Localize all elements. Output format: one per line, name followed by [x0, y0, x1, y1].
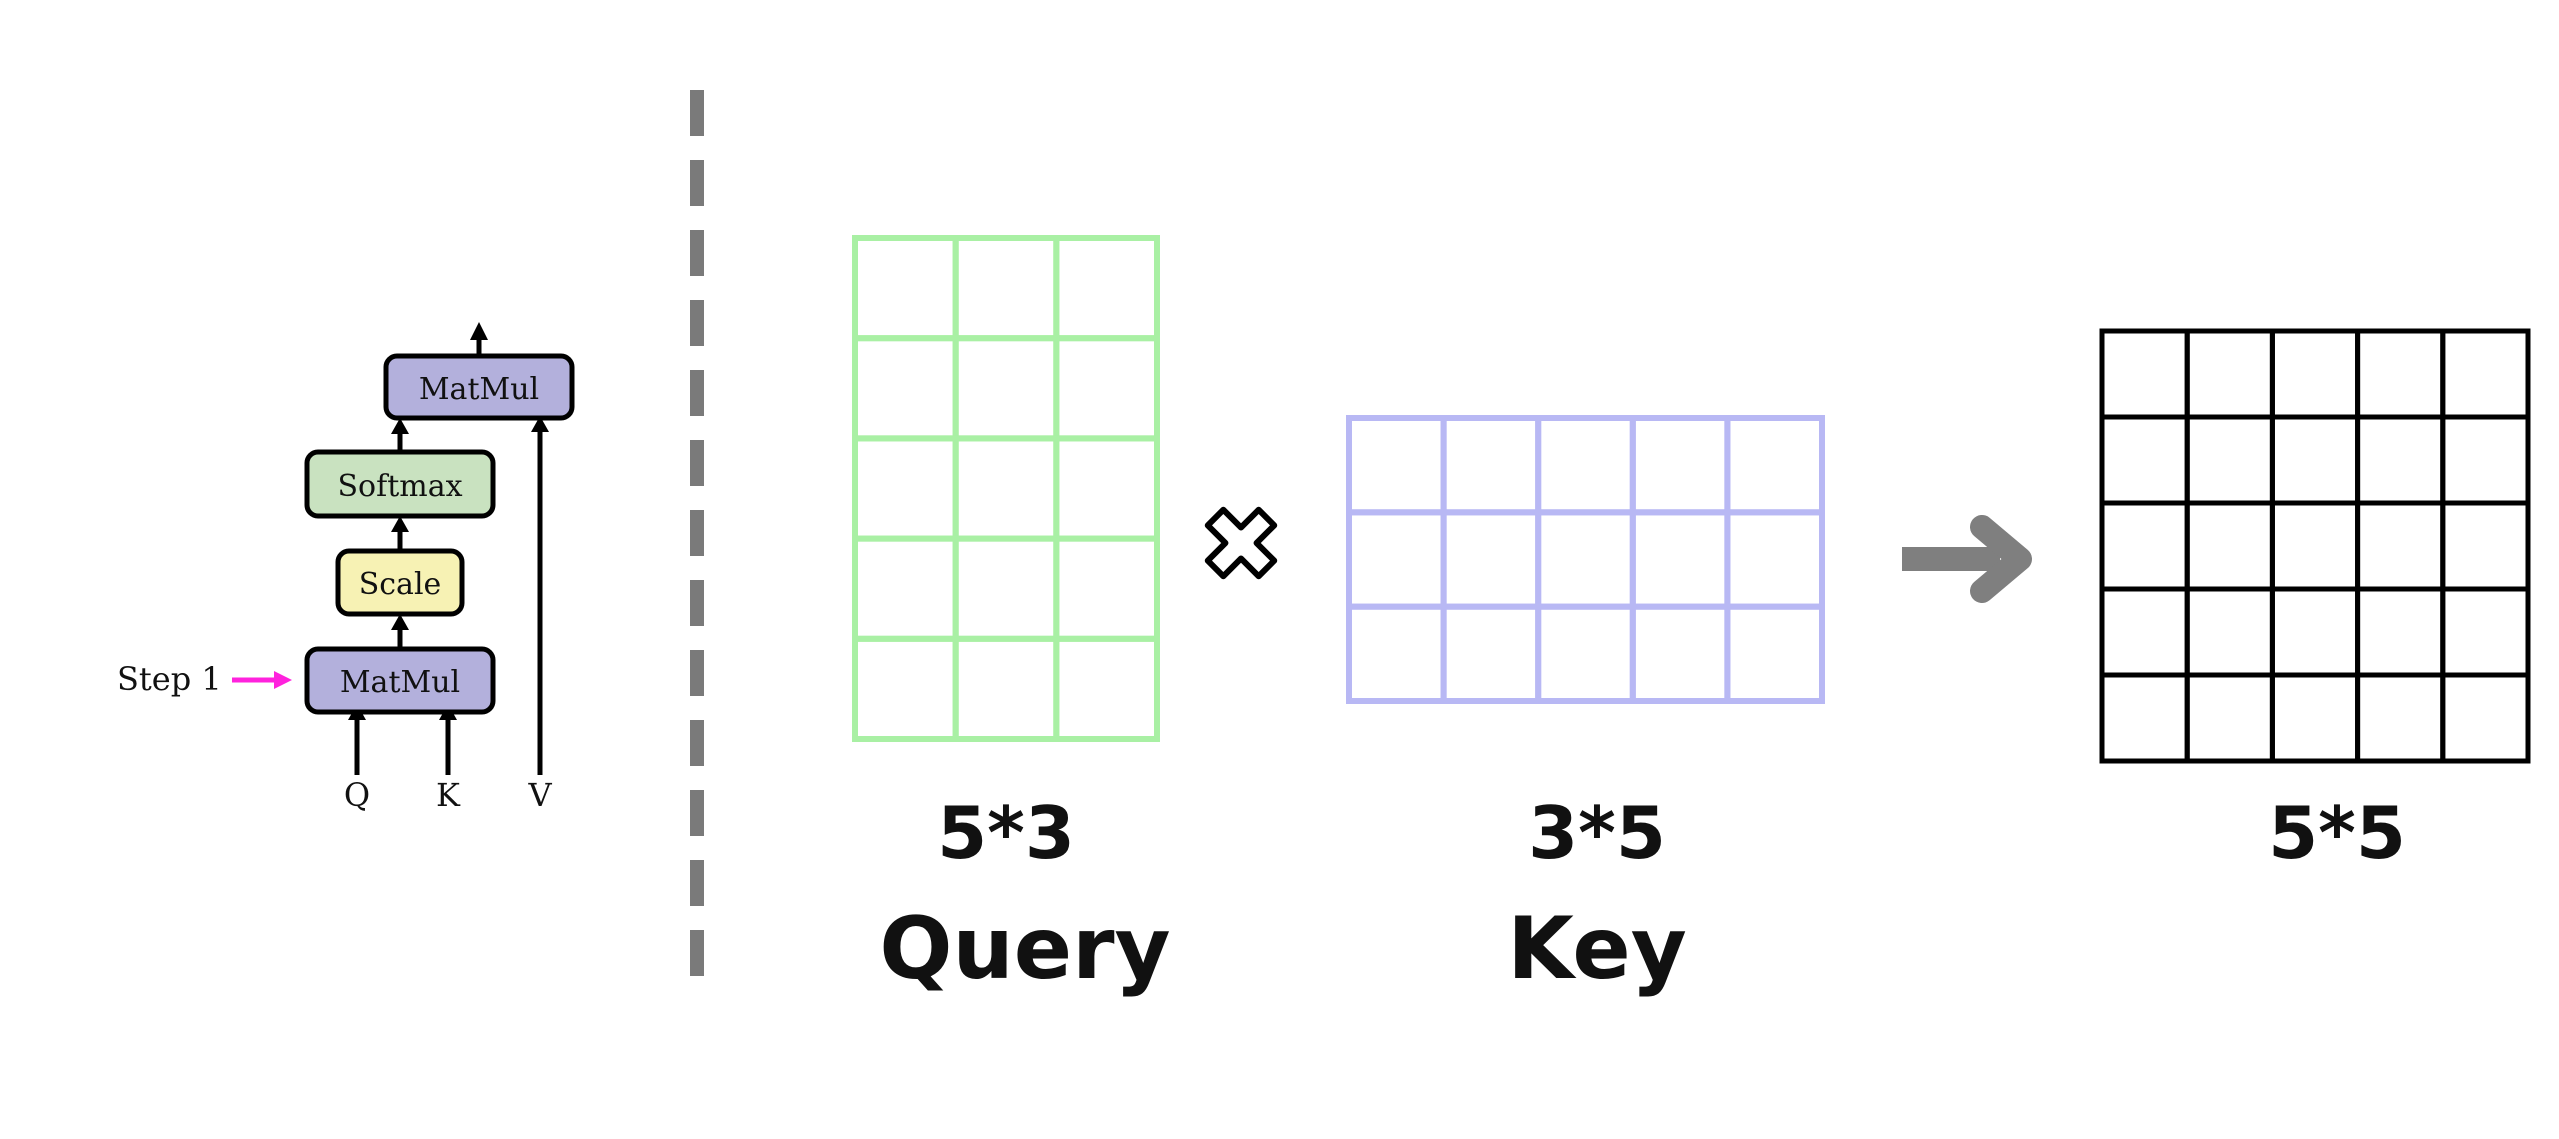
matrix-cell	[1629, 603, 1731, 705]
arrow-right-icon	[1902, 515, 2032, 603]
matrix-cell	[1535, 509, 1636, 610]
matrix-cell	[2184, 672, 2275, 764]
v-arrowhead	[531, 416, 549, 432]
key-matrix	[1346, 415, 1826, 705]
query-name-label: Query	[879, 899, 1170, 999]
matrix-cell	[852, 335, 959, 442]
matrix-cell	[2269, 500, 2361, 592]
multiply-icon	[1204, 506, 1278, 580]
matrix-cell	[1053, 435, 1161, 542]
softmax-label: Softmax	[337, 469, 462, 504]
query-dims-label: 5*3	[937, 791, 1075, 875]
matrix-cell	[2355, 586, 2446, 678]
matrix-cell	[1724, 415, 1826, 516]
matrix-cell	[2269, 414, 2361, 506]
matrix-cell	[1053, 635, 1161, 742]
matrix-cell	[952, 635, 1060, 742]
matrix-cell	[2355, 328, 2446, 420]
matrix-cell	[2099, 500, 2190, 592]
result-matrix	[2099, 328, 2531, 764]
matrix-cell	[2440, 414, 2531, 506]
step-pointer-arrowhead	[274, 671, 292, 689]
matrix-cell	[1053, 235, 1161, 342]
matrix-cell	[1724, 509, 1826, 610]
arrowhead-3	[391, 418, 409, 434]
input-k-label: K	[436, 776, 461, 814]
matmul-bottom-block	[304, 646, 496, 715]
matrix-cell	[2355, 414, 2446, 506]
matrix-cell	[2184, 328, 2275, 420]
matrix-cell	[1346, 509, 1447, 610]
input-q-label: Q	[344, 776, 370, 814]
matrix-cell	[952, 335, 1060, 442]
output-arrowhead	[470, 322, 488, 340]
matrix-cell	[2184, 500, 2275, 592]
matrix-cell	[2099, 586, 2190, 678]
step-label: Step 1	[117, 660, 222, 698]
matrix-cell	[952, 435, 1060, 542]
matrix-cell	[1440, 415, 1542, 516]
matrix-cell	[1629, 415, 1731, 516]
matrix-cell	[1629, 509, 1731, 610]
matrix-cell	[2440, 586, 2531, 678]
matrix-cell	[2184, 414, 2275, 506]
matrix-cell	[1440, 509, 1542, 610]
key-name-label: Key	[1507, 899, 1687, 999]
matrix-cell	[2440, 500, 2531, 592]
result-dims-label: 5*5	[2268, 791, 2406, 875]
scale-label: Scale	[359, 567, 442, 602]
scale-block	[335, 548, 465, 617]
matrix-cell	[1346, 415, 1447, 516]
matmul-top-block	[383, 353, 575, 421]
matrix-cell	[1346, 603, 1447, 705]
matrix-cell	[1535, 415, 1636, 516]
arrowhead-2	[391, 516, 409, 532]
matrix-cell	[2269, 586, 2361, 678]
matmul-top-label: MatMul	[419, 372, 539, 407]
matrix-cell	[2269, 328, 2361, 420]
matrix-cell	[852, 435, 959, 542]
matrix-cell	[2099, 672, 2190, 764]
key-dims-label: 3*5	[1528, 791, 1666, 875]
matrix-cell	[2099, 414, 2190, 506]
matrix-cell	[852, 635, 959, 742]
matrices-group	[852, 235, 2531, 764]
matrix-cell	[2355, 500, 2446, 592]
query-matrix	[852, 235, 1161, 742]
matrix-cell	[852, 535, 959, 642]
matmul-bottom-label: MatMul	[340, 665, 460, 700]
attention-flow-diagram: MatMul Softmax Scale MatMul Q K V Step 1	[117, 322, 575, 814]
matrix-cell	[1053, 335, 1161, 442]
matrix-cell	[1440, 603, 1542, 705]
matrix-cell	[952, 535, 1060, 642]
matrix-cell	[2099, 328, 2190, 420]
matrix-cell	[2440, 672, 2531, 764]
matrix-cell	[2269, 672, 2361, 764]
softmax-block	[304, 449, 496, 519]
matrix-cell	[2184, 586, 2275, 678]
matrix-cell	[1535, 603, 1636, 705]
matrix-cell	[1053, 535, 1161, 642]
matrix-cell	[1724, 603, 1826, 705]
arrowhead-1	[391, 614, 409, 630]
matrix-cell	[952, 235, 1060, 342]
input-v-label: V	[527, 776, 552, 814]
matrix-cell	[852, 235, 959, 342]
matrix-cell	[2355, 672, 2446, 764]
matrix-cell	[2440, 328, 2531, 420]
